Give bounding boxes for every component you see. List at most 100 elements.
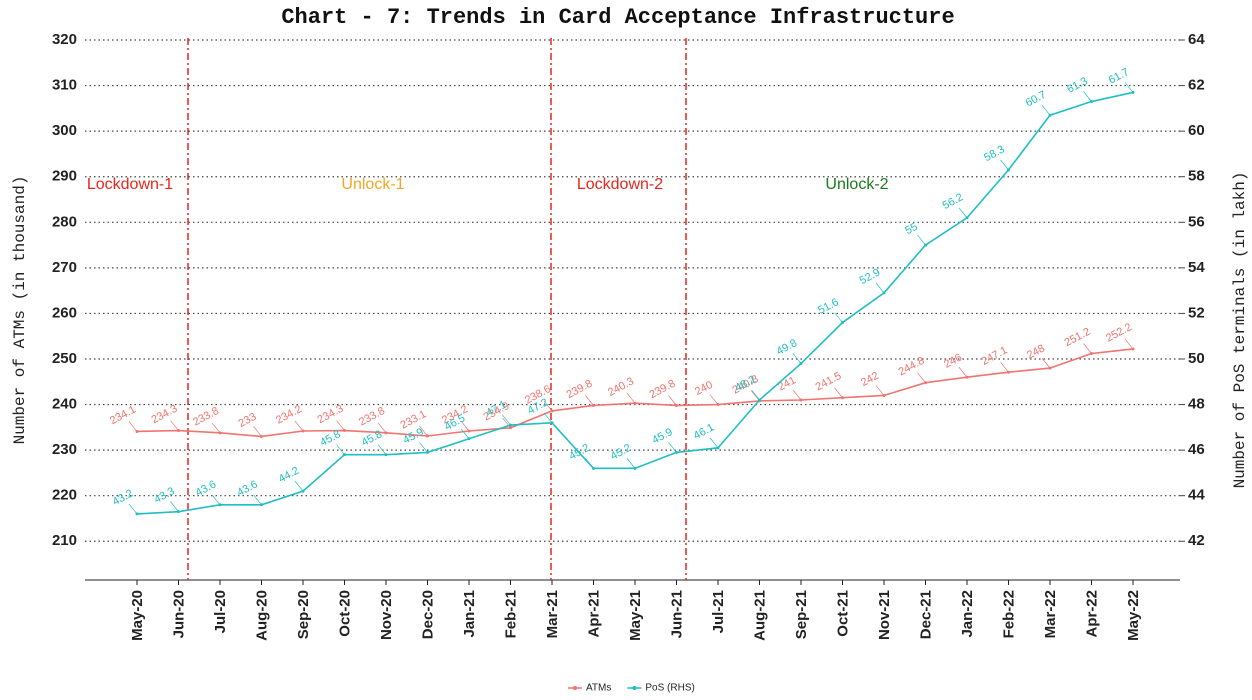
data-label: 241.5 <box>813 370 843 394</box>
label-leader <box>377 444 387 455</box>
label-leader <box>1124 338 1134 350</box>
data-label: 45.2 <box>609 442 634 463</box>
y-tick-label: 220 <box>52 487 77 504</box>
x-tick-label: Jan-21 <box>461 590 478 638</box>
label-leader <box>917 234 926 246</box>
data-label: 52.9 <box>858 267 883 288</box>
label-leader <box>834 387 843 398</box>
data-label: 247.1 <box>979 344 1009 368</box>
data-label: 240.3 <box>606 375 636 399</box>
data-label: 246 <box>942 352 964 371</box>
data-label: 234.3 <box>315 403 345 427</box>
legend-marker <box>632 686 637 690</box>
y-axis-title: Number of ATMs (in thousand) <box>11 176 29 445</box>
label-leader <box>1083 343 1092 354</box>
label-leader <box>543 412 553 424</box>
x-tick-label: Dec-20 <box>419 590 436 639</box>
data-label: 55 <box>903 221 919 237</box>
phase-label: Lockdown-1 <box>87 176 173 193</box>
label-leader <box>253 426 262 437</box>
x-tick-label: Oct-21 <box>834 590 851 637</box>
phase-label: Lockdown-2 <box>577 176 663 193</box>
x-tick-label: Jun-20 <box>170 590 187 638</box>
x-tick-label: Sep-21 <box>793 590 810 639</box>
data-label: 233.8 <box>357 405 387 429</box>
x-tick-label: Aug-21 <box>751 590 768 641</box>
data-label: 45.2 <box>567 442 592 463</box>
data-label: 58.3 <box>982 143 1007 164</box>
label-leader <box>1041 357 1051 369</box>
x-tick-label: Jun-21 <box>668 590 685 638</box>
y2-tick-label: 50 <box>1188 350 1205 367</box>
label-leader <box>253 494 262 506</box>
x-tick-label: Jul-21 <box>710 590 727 633</box>
label-leader <box>1124 82 1134 93</box>
y-tick-label: 300 <box>52 122 77 139</box>
label-leader <box>709 437 719 449</box>
label-leader <box>419 442 428 453</box>
y2-axis-title: Number of PoS terminals (in lakh) <box>1231 172 1249 489</box>
x-tick-label: Aug-20 <box>253 590 270 641</box>
data-label: 233.1 <box>398 408 428 432</box>
label-leader <box>294 420 304 432</box>
legend-marker <box>573 686 577 690</box>
y2-tick-label: 58 <box>1188 168 1205 185</box>
label-leader <box>626 392 636 404</box>
data-label: 233 <box>237 411 259 430</box>
label-leader <box>419 425 428 437</box>
label-leader <box>211 422 221 434</box>
data-label: 43.6 <box>194 478 219 499</box>
y-tick-label: 270 <box>52 259 77 276</box>
y2-tick-label: 64 <box>1188 31 1205 48</box>
y2-tick-label: 62 <box>1188 77 1205 94</box>
x-tick-label: Apr-22 <box>1083 590 1100 638</box>
data-label: 56.2 <box>941 191 966 212</box>
y-tick-label: 310 <box>52 77 77 94</box>
phase-label: Unlock-1 <box>341 176 404 193</box>
data-label: 49.8 <box>775 337 800 358</box>
phase-label: Unlock-2 <box>825 176 888 193</box>
label-leader <box>294 480 304 492</box>
x-tick-label: Oct-20 <box>336 590 353 637</box>
data-label: 234.2 <box>274 403 304 427</box>
data-label: 60.7 <box>1024 89 1049 110</box>
label-leader <box>128 421 138 432</box>
label-leader <box>1000 159 1009 171</box>
label-leader <box>211 494 221 506</box>
data-label: 233.8 <box>191 405 221 429</box>
data-label: 61.7 <box>1107 66 1132 87</box>
label-leader <box>958 207 968 218</box>
y2-tick-label: 42 <box>1188 532 1205 549</box>
label-leader <box>751 390 760 402</box>
label-leader <box>1083 91 1092 102</box>
label-leader <box>834 312 843 323</box>
y2-tick-label: 60 <box>1188 122 1205 139</box>
data-label: 234.1 <box>108 404 138 428</box>
y2-tick-label: 54 <box>1188 259 1205 276</box>
data-label: 239.8 <box>647 378 677 402</box>
data-label: 252.2 <box>1104 321 1134 345</box>
label-leader <box>460 428 470 439</box>
y-tick-label: 210 <box>52 532 77 549</box>
label-leader <box>709 394 719 405</box>
y-tick-label: 250 <box>52 350 77 367</box>
x-tick-label: Jul-20 <box>212 590 229 633</box>
data-label: 242 <box>859 370 881 389</box>
data-label: 61.3 <box>1065 75 1090 96</box>
label-leader <box>460 420 470 432</box>
data-label: 45.9 <box>650 426 675 447</box>
label-leader <box>1041 104 1051 116</box>
data-label: 43.3 <box>152 485 177 506</box>
y-tick-label: 230 <box>52 441 77 458</box>
y-tick-label: 260 <box>52 304 77 321</box>
x-tick-label: Jan-22 <box>959 590 976 638</box>
y-tick-label: 240 <box>52 396 77 413</box>
x-tick-label: Mar-21 <box>544 590 561 638</box>
x-tick-label: Mar-22 <box>1042 590 1059 638</box>
x-tick-label: Sep-20 <box>295 590 312 639</box>
data-label: 240 <box>693 379 715 398</box>
label-leader <box>875 282 885 294</box>
x-tick-label: Nov-21 <box>876 590 893 640</box>
label-leader <box>502 414 511 426</box>
